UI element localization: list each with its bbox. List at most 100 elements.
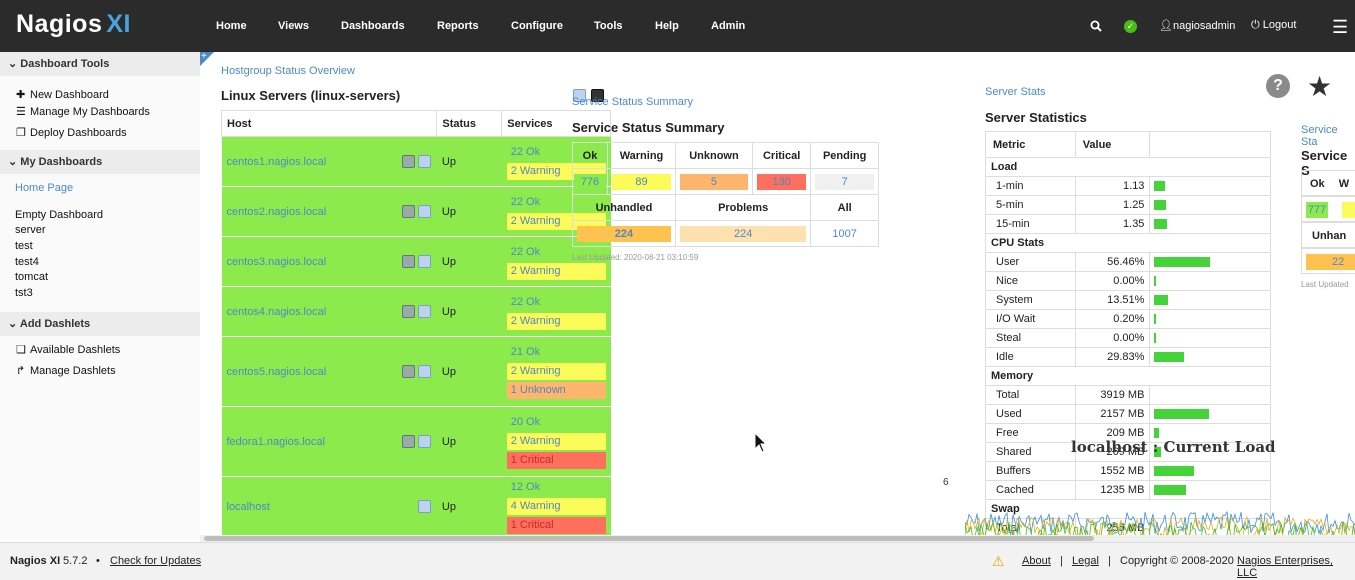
monitor-icon[interactable] [417,499,431,513]
dashboard-link[interactable]: test4 [15,256,39,268]
metric-name: I/O Wait [985,309,1076,329]
nav-reports[interactable]: Reports [437,20,479,32]
dashboard-link[interactable]: tomcat [15,271,49,283]
host-link[interactable]: centos4.nagios.local [226,305,327,318]
all-count[interactable]: 1007 [832,227,857,240]
metric-value: 56.46% [1074,252,1151,272]
nav-admin[interactable]: Admin [711,20,746,32]
monitor-icon[interactable] [417,364,431,378]
hostgroup-overview-link[interactable]: Hostgroup Status Overview [221,65,355,77]
service-count-link[interactable]: 1 Critical [506,517,606,534]
metric-value: 0.20% [1074,309,1151,329]
problems-count[interactable]: 224 [679,225,807,242]
monitor-icon[interactable] [417,434,431,448]
scrollbar-thumb[interactable] [204,536,1094,541]
manage-dashboards-link[interactable]: ☰ Manage My Dashboards [16,106,150,118]
host-link[interactable]: centos3.nagios.local [226,255,327,268]
monitor-icon[interactable] [417,304,431,318]
service-count-link[interactable]: 22 Ok [510,245,541,258]
metric-name: Free [985,423,1076,443]
server-icon[interactable] [401,204,415,218]
host-link[interactable]: centos5.nagios.local [226,365,327,378]
star-icon[interactable]: ★ [1307,71,1333,102]
horizontal-scrollbar[interactable] [200,535,1355,542]
monitor-icon[interactable] [573,89,586,102]
service-count-link[interactable]: 2 Warning [506,433,606,450]
nav-views[interactable]: Views [278,20,309,32]
monitor-icon[interactable] [417,154,431,168]
service-count-link[interactable]: 2 Warning [506,312,606,330]
service-count-link[interactable]: 2 Warning [506,262,606,280]
check-updates-link[interactable]: Check for Updates [110,555,202,567]
service-count-link[interactable]: 1 Unknown [506,382,606,399]
add-dashlet-corner[interactable]: + [200,52,214,66]
metric-bar-cell [1149,309,1271,329]
current-load-graph[interactable] [965,482,1355,535]
nagios-logo[interactable]: Nagios XI [16,10,131,38]
status-ok-icon[interactable]: ✓ [1124,20,1137,33]
service-count-link[interactable]: 20 Ok [510,416,541,428]
service-count-link[interactable]: 2 Warning [506,363,606,380]
nav-tools[interactable]: Tools [594,20,623,32]
server-icon[interactable] [401,254,415,268]
company-link[interactable]: Nagios Enterprises, LLC [1237,555,1333,579]
dashboard-link[interactable]: Empty Dashboard [15,209,104,221]
section-dashboard-tools[interactable]: ⌄ Dashboard Tools [0,52,200,76]
available-dashlets-link[interactable]: ❏ Available Dashlets [16,344,121,356]
monitor-icon[interactable] [417,254,431,268]
user-menu[interactable]: 👤︎nagiosadmin [1159,20,1236,32]
metric-bar [1154,181,1166,192]
service-count-link[interactable]: 22 Ok [510,145,541,158]
host-link[interactable]: centos1.nagios.local [226,155,327,168]
service-summary-link-2[interactable]: Service Sta [1301,124,1338,148]
warning-count[interactable]: 89 [612,173,671,190]
pending-count[interactable]: 7 [815,173,874,190]
service-count-link[interactable]: 12 Ok [510,481,541,493]
dashboard-link[interactable]: tst3 [15,287,33,299]
server-icon[interactable] [401,304,415,318]
service-count-link[interactable]: 22 Ok [510,295,541,308]
monitor-icon[interactable] [417,204,431,218]
stats-row: 1-min 1.13 [985,176,1271,196]
legal-link[interactable]: Legal [1072,555,1099,567]
help-icon[interactable]: ? [1266,74,1290,98]
unknown-count[interactable]: 5 [679,173,748,190]
server-stats-link[interactable]: Server Stats [985,86,1046,98]
terminal-icon[interactable] [591,89,605,102]
last-updated-2: Last Updated [1301,280,1349,289]
nav-home[interactable]: Home [216,20,247,32]
new-dashboard-link[interactable]: ✚ New Dashboard [16,89,109,101]
service-count-link[interactable]: 1 Critical [506,452,606,469]
service-count-link[interactable]: 22 Ok [510,195,541,208]
host-link[interactable]: fedora1.nagios.local [226,435,325,448]
nav-dashboards[interactable]: Dashboards [341,20,405,32]
service-summary-link[interactable]: Service Status Summary [572,96,694,108]
search-icon[interactable] [1090,20,1102,32]
critical-count[interactable]: 130 [756,173,807,190]
ok-count[interactable]: 776 [574,173,606,190]
host-link[interactable]: centos2.nagios.local [226,205,327,218]
host-services: 21 Ok 2 Warning 1 Unknown [501,336,611,407]
hamburger-menu-icon[interactable]: ☰ [1332,17,1349,37]
copy-icon: ❐ [16,127,26,139]
nav-configure[interactable]: Configure [511,20,563,32]
dashboard-link[interactable]: server [15,224,46,236]
server-icon[interactable] [401,434,415,448]
section-add-dashlets[interactable]: ⌄ Add Dashlets [0,312,200,336]
col-status: Status [436,110,503,137]
section-my-dashboards[interactable]: ⌄ My Dashboards [0,150,200,174]
about-link[interactable]: About [1022,555,1051,567]
deploy-dashboards-link[interactable]: ❐ Deploy Dashboards [16,127,127,139]
nav-help[interactable]: Help [655,20,679,32]
host-link[interactable]: localhost [226,500,270,513]
unhandled-count[interactable]: 224 [577,225,671,242]
service-count-link[interactable]: 4 Warning [506,498,606,515]
service-count-link[interactable]: 21 Ok [510,346,541,358]
dashboard-link[interactable]: test [15,240,33,252]
server-icon[interactable] [401,154,415,168]
manage-dashlets-link[interactable]: ↱ Manage Dashlets [16,365,116,377]
warning-icon[interactable]: ⚠ [992,553,1005,569]
home-page-link[interactable]: Home Page [15,182,74,194]
server-icon[interactable] [401,364,415,378]
logout-link[interactable]: ⏻ Logout [1251,19,1297,31]
